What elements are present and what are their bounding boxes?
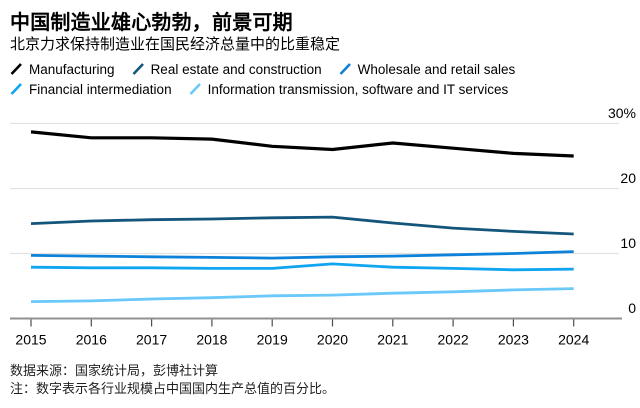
- legend-label: Real estate and construction: [150, 61, 322, 77]
- legend-item-manufacturing: Manufacturing: [10, 62, 115, 77]
- x-axis-tick-label: 2024: [558, 332, 589, 348]
- method-note: 注：数字表示各行业规模占中国国内生产总值的百分比。: [10, 380, 336, 396]
- series-line-information-transmission-software-and-it-services: [30, 287, 574, 303]
- x-axis-tick-label: 2017: [136, 332, 167, 348]
- legend-slash-icon: [189, 83, 201, 95]
- legend-label: Wholesale and retail sales: [357, 61, 516, 77]
- source-note: 数据来源：国家统计局，彭博社计算: [10, 363, 219, 378]
- x-axis-tick-label: 2015: [15, 332, 46, 348]
- legend-slash-icon: [10, 63, 22, 75]
- y-axis-tick-label: 0: [628, 300, 636, 316]
- legend-label: Manufacturing: [29, 61, 115, 77]
- series-line-wholesale-and-retail-sales: [30, 250, 574, 260]
- legend-row: Manufacturing Real estate and constructio…: [10, 59, 630, 79]
- legend-label: Information transmission, software and I…: [207, 81, 509, 97]
- y-axis-tick-label: 10: [620, 235, 636, 251]
- legend-row: Financial intermediation Information tran…: [10, 79, 630, 99]
- series-line-manufacturing: [30, 130, 574, 158]
- x-axis-tick-label: 2018: [196, 332, 227, 348]
- x-axis-tick-label: 2020: [317, 332, 348, 348]
- legend-item-information-transmission-software-and-it-services: Information transmission, software and I…: [189, 81, 509, 97]
- legend-item-wholesale-and-retail-sales: Wholesale and retail sales: [339, 61, 516, 77]
- page-subtitle: 北京力求保持制造业在国民经济总量中的比重稳定: [10, 36, 341, 53]
- chart-footer: 数据来源：国家统计局，彭博社计算 注：数字表示各行业规模占中国国内生产总值的百分…: [10, 362, 335, 397]
- legend-slash-icon: [339, 63, 351, 75]
- y-axis-tick-label: 20: [620, 170, 636, 186]
- page-title: 中国制造业雄心勃勃，前景可期: [10, 12, 293, 34]
- series-line-real-estate-and-construction: [30, 215, 574, 236]
- legend-label: Financial intermediation: [29, 81, 172, 97]
- x-axis-tick-label: 2016: [76, 332, 107, 348]
- legend-slash-icon: [132, 63, 144, 75]
- series-line-financial-intermediation: [30, 262, 574, 272]
- x-axis-tick-label: 2022: [438, 332, 469, 348]
- legend-item-real-estate-and-construction: Real estate and construction: [132, 62, 322, 77]
- line-chart-svg: 0 10 20 30% 2015 2016 2017 2018 2019 2020 2021 2022…: [10, 105, 636, 348]
- chart-plot-area: 0 10 20 30% 2015 2016 2017 2018 2019 2020 2021 2022…: [0, 100, 640, 361]
- legend-item-financial-intermediation: Financial intermediation: [10, 82, 172, 97]
- x-axis-tick-label: 2021: [377, 332, 408, 348]
- x-axis-tick-label: 2023: [498, 332, 529, 348]
- y-axis-tick-label: 30%: [608, 105, 636, 121]
- legend-slash-icon: [10, 83, 22, 95]
- x-axis-tick-label: 2019: [257, 332, 288, 348]
- chart-legend: Manufacturing Real estate and constructio…: [10, 59, 630, 99]
